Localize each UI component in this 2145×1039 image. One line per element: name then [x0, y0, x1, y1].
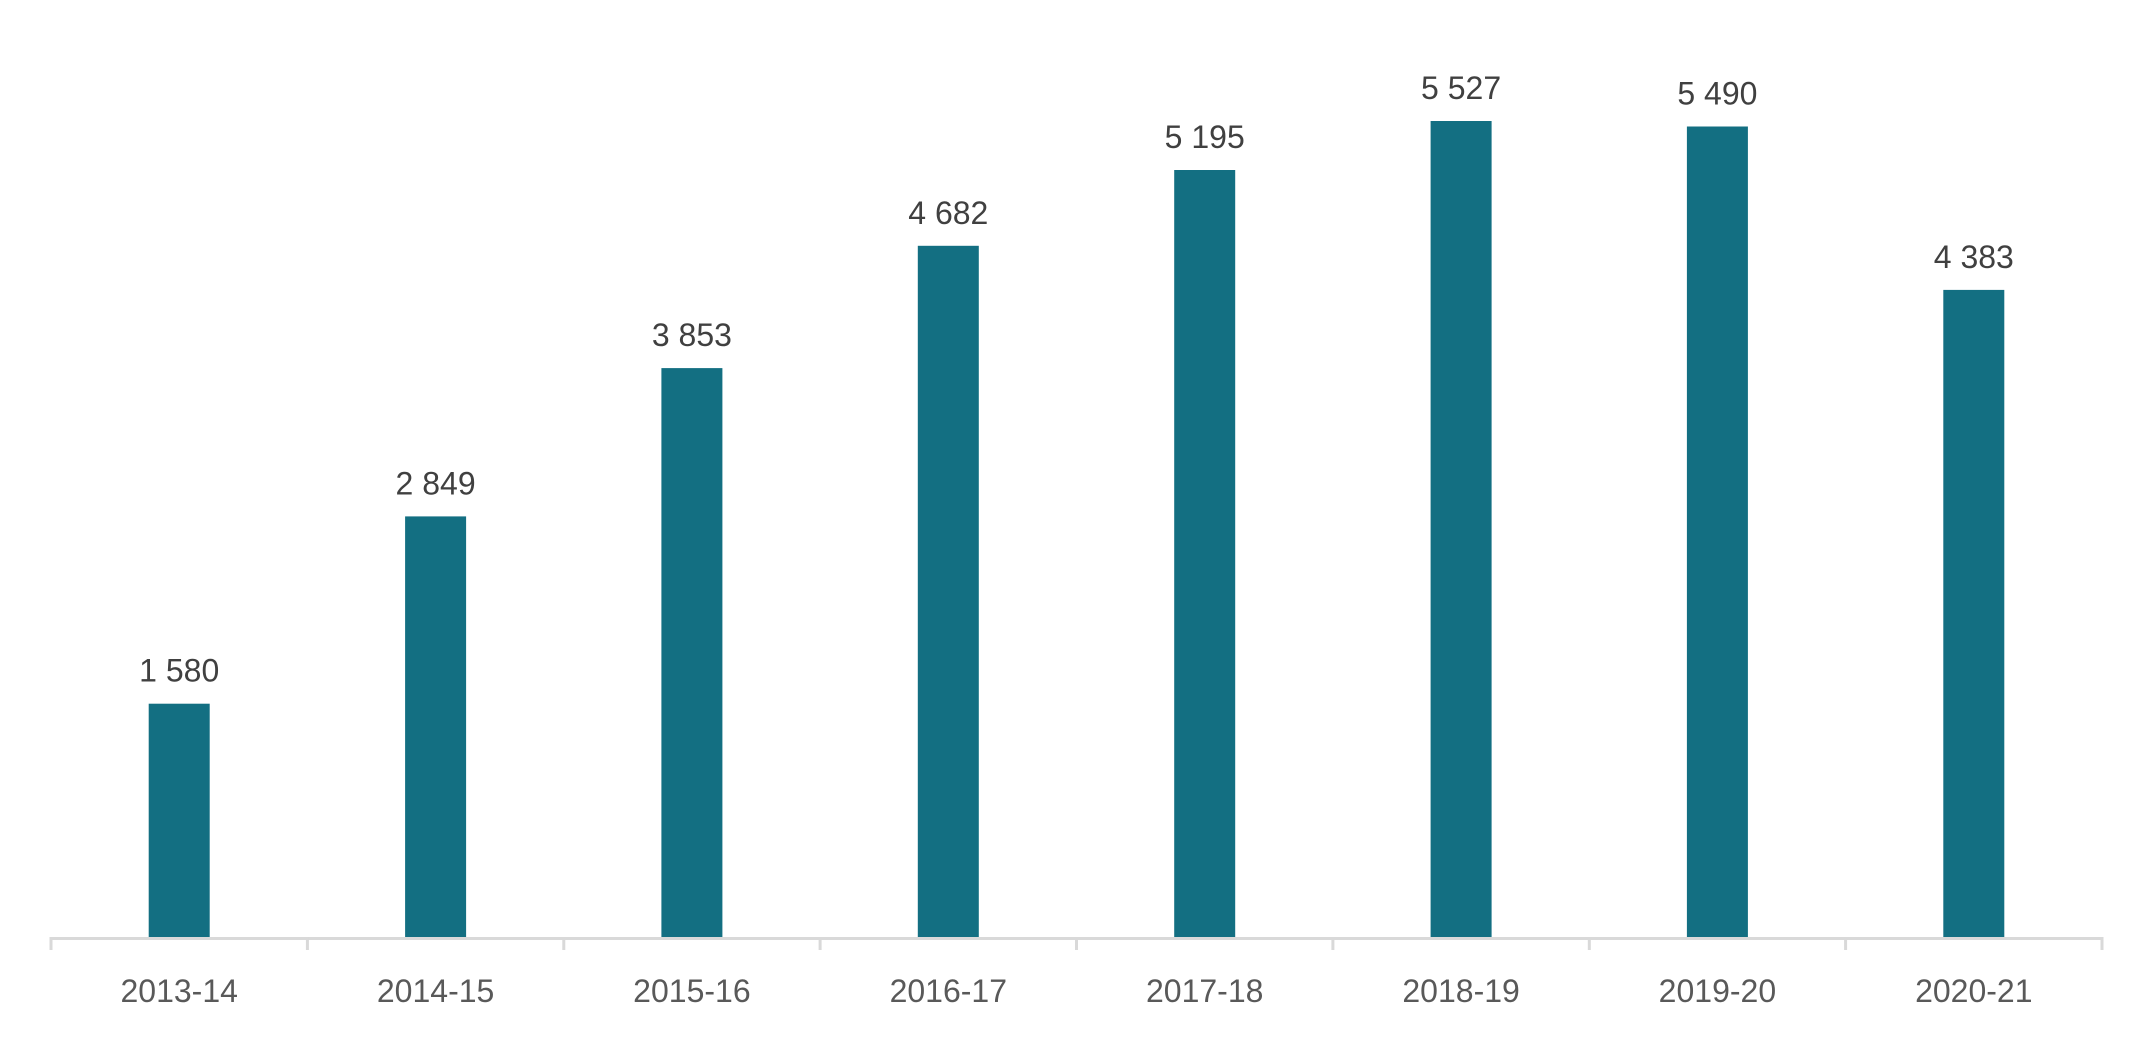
bar-2019-20 [1686, 126, 1748, 937]
x-tick-label-2018-19: 2018-19 [1402, 973, 1519, 1009]
data-label-2018-19: 5 527 [1421, 70, 1501, 106]
bar-2016-17 [917, 245, 979, 938]
x-tick-label-2013-14: 2013-14 [120, 973, 237, 1009]
x-tick-labels-group: 2013-14 2014-15 2015-16 2016-17 2017-18 2018-… [120, 973, 2032, 1009]
bar-2013-14 [148, 703, 210, 937]
data-labels-group: 1 580 2 849 3 853 4 682 5 195 5 527 5 490 4 383 [139, 70, 2014, 689]
data-label-2014-15: 2 849 [396, 465, 476, 501]
x-tick-label-2019-20: 2019-20 [1659, 973, 1776, 1009]
x-tick-label-2017-18: 2017-18 [1146, 973, 1263, 1009]
x-tick-label-2016-17: 2016-17 [890, 973, 1007, 1009]
x-axis [49, 937, 2104, 950]
data-label-2020-21: 4 383 [1934, 239, 2014, 275]
bar-2018-19 [1430, 121, 1492, 937]
bar-2017-18 [1174, 170, 1236, 937]
bar-2020-21 [1943, 289, 2005, 937]
x-tick-label-2020-21: 2020-21 [1915, 973, 2032, 1009]
bar-2014-15 [405, 516, 467, 937]
bars-group [148, 121, 2005, 938]
bar-2015-16 [661, 368, 723, 938]
data-label-2017-18: 5 195 [1165, 119, 1245, 155]
x-tick-label-2014-15: 2014-15 [377, 973, 494, 1009]
x-tick-label-2015-16: 2015-16 [633, 973, 750, 1009]
data-label-2016-17: 4 682 [908, 195, 988, 231]
data-label-2015-16: 3 853 [652, 317, 732, 353]
data-label-2013-14: 1 580 [139, 653, 219, 689]
data-label-2019-20: 5 490 [1677, 76, 1757, 112]
